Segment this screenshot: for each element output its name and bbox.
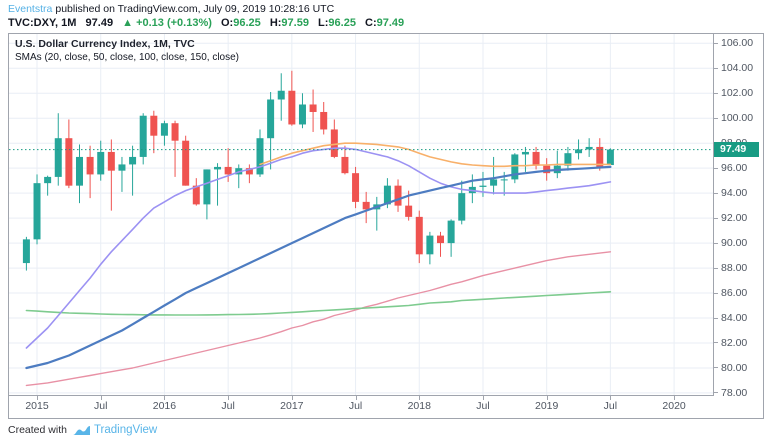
price-tick-mark — [714, 67, 718, 69]
change-up-icon: ▲ — [122, 17, 134, 29]
price-tick-mark — [714, 42, 718, 44]
time-tick-mark — [228, 396, 230, 400]
price-tick-mark — [714, 392, 718, 394]
publisher-name[interactable]: Eventstra — [8, 3, 53, 15]
time-axis-label: 2019 — [534, 400, 559, 412]
time-axis-label: 2017 — [280, 400, 304, 412]
chart-plot[interactable]: U.S. Dollar Currency Index, 1M, TVC SMAs… — [9, 34, 714, 396]
current-price-tag: 97.49 — [714, 142, 759, 158]
close-label: C: — [365, 17, 377, 29]
publish-text: published on TradingView.com, July 09, 2… — [55, 3, 335, 15]
price-axis-label: 84.00 — [721, 312, 748, 324]
symbol-info-bar: TVC:DXY, 1M 97.49 ▲ +0.13 (+0.13%) O:96.… — [8, 16, 404, 30]
time-axis-label: Jul — [476, 400, 490, 412]
price-axis-label: 92.00 — [721, 212, 748, 225]
price-tick-mark — [714, 92, 718, 94]
time-axis-label: 2018 — [407, 400, 431, 412]
price-axis-label: 88.00 — [721, 262, 748, 275]
price-tick-mark — [714, 242, 718, 244]
time-tick-mark — [546, 396, 548, 400]
chart-frame: U.S. Dollar Currency Index, 1M, TVC SMAs… — [8, 33, 764, 419]
price-axis-label: 102.00 — [721, 87, 754, 100]
price-axis-label: 94.00 — [721, 187, 748, 200]
high-value: 97.59 — [281, 17, 309, 29]
attribution: Created with TradingView — [8, 424, 157, 436]
time-axis-label: Jul — [221, 400, 235, 412]
price-axis-label: 100.00 — [721, 112, 754, 125]
publish-info: Eventstra published on TradingView.com, J… — [8, 3, 334, 16]
price-tick-mark — [714, 317, 718, 319]
time-axis[interactable]: 2015 Jul 2016 Jul 2017 Jul 2018 Jul 2019 Jul 2020 — [9, 396, 714, 416]
low-value: 96.25 — [328, 17, 356, 29]
open-value: 96.25 — [233, 17, 261, 29]
time-tick-mark — [100, 396, 102, 400]
price-axis-label: 104.00 — [721, 62, 754, 75]
time-axis-label: 2020 — [662, 400, 686, 412]
price-axis-label: 78.00 — [721, 386, 748, 399]
time-tick-mark — [291, 396, 293, 400]
time-axis-label: 2015 — [25, 400, 49, 412]
last-price: 97.49 — [85, 17, 114, 29]
high-label: H: — [269, 17, 282, 29]
time-tick-mark — [419, 396, 421, 400]
time-tick-mark — [610, 396, 612, 400]
time-axis-label: Jul — [94, 400, 108, 412]
price-axis-label: 96.00 — [721, 162, 748, 175]
candlestick-chart — [9, 34, 713, 395]
price-tick-mark — [714, 367, 718, 369]
price-tick-mark — [714, 167, 718, 169]
price-axis-label: 86.00 — [721, 287, 748, 300]
tradingview-logo-icon — [72, 426, 90, 435]
price-tick-mark — [714, 117, 718, 119]
price-tick-mark — [714, 292, 718, 294]
open-label: O: — [220, 17, 234, 29]
axis-corner — [714, 396, 761, 416]
created-with-label: Created with — [8, 424, 67, 436]
price-change: +0.13 (+0.13%) — [136, 17, 212, 29]
time-axis-label: Jul — [603, 400, 618, 412]
time-tick-mark — [482, 396, 484, 400]
price-axis-label: 106.00 — [721, 37, 754, 50]
time-tick-mark — [37, 396, 39, 400]
close-value: 97.49 — [376, 17, 405, 29]
price-axis[interactable]: 106.00104.00102.00100.0098.0096.0094.009… — [714, 34, 761, 399]
time-tick-mark — [355, 396, 357, 400]
price-tick-mark — [714, 217, 718, 219]
price-tick-mark — [714, 267, 718, 269]
time-axis-label: Jul — [348, 400, 363, 412]
price-axis-label: 80.00 — [721, 361, 748, 374]
low-label: L: — [318, 17, 329, 29]
price-axis-label: 90.00 — [721, 237, 748, 250]
time-tick-mark — [164, 396, 166, 400]
price-axis-label: 82.00 — [721, 336, 748, 349]
tradingview-link[interactable]: TradingView — [93, 424, 158, 436]
symbol-name[interactable]: TVC:DXY, 1M — [8, 17, 77, 29]
price-tick-mark — [714, 192, 718, 194]
time-axis-label: 2016 — [152, 400, 177, 412]
time-tick-mark — [674, 396, 676, 400]
price-tick-mark — [714, 342, 718, 344]
